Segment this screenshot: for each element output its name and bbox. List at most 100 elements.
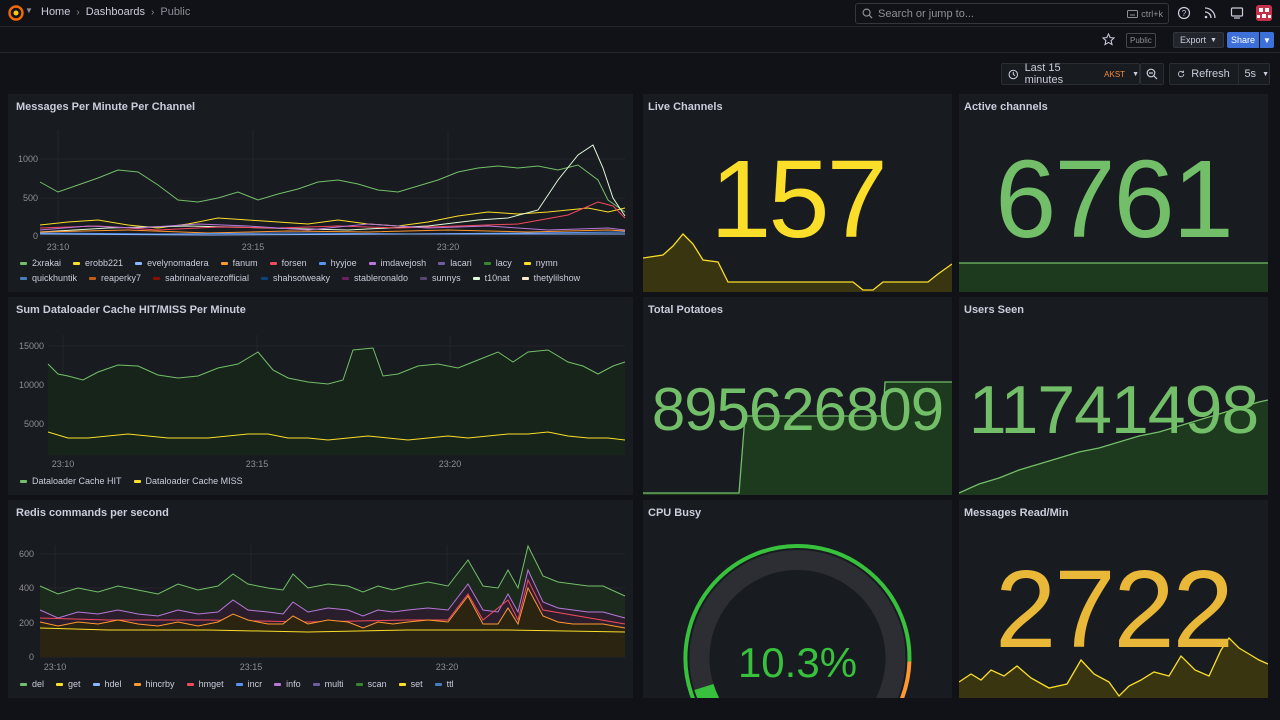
series-line — [39, 201, 626, 231]
legend-swatch — [56, 682, 64, 686]
legend-item[interactable]: get — [56, 679, 81, 689]
panel-title: Redis commands per second — [16, 507, 169, 519]
series-line — [39, 144, 626, 233]
legend-item[interactable]: set — [398, 679, 423, 689]
legend-item[interactable]: info — [274, 679, 301, 689]
export-button[interactable]: Export ▼ — [1173, 32, 1224, 48]
legend-item[interactable]: quickhuntik — [20, 273, 77, 283]
public-tag: Public — [1126, 33, 1156, 48]
legend-item[interactable]: sabrinaalvarezofficial — [153, 273, 249, 283]
series-line — [39, 233, 625, 236]
legend-item[interactable]: t10nat — [472, 273, 510, 283]
chevron-down-icon: ▼ — [1132, 70, 1139, 78]
panel-active-channels[interactable] — [959, 94, 1268, 292]
legend-label: scan — [367, 679, 387, 689]
legend-item[interactable]: sunnys — [420, 273, 461, 283]
legend-label: evelynomadera — [147, 258, 209, 268]
breadcrumb-home[interactable]: Home — [41, 6, 71, 18]
legend-label: get — [68, 679, 81, 689]
panel-title: Messages Read/Min — [964, 507, 1069, 519]
total-potatoes-sparkline — [643, 381, 952, 495]
legend-swatch — [355, 682, 363, 686]
legend-item[interactable]: nymn — [523, 258, 558, 268]
live-channels-sparkline — [643, 233, 952, 292]
legend-item[interactable]: scan — [355, 679, 387, 689]
series-line — [39, 207, 626, 229]
legend-swatch — [472, 276, 480, 280]
cpu-gauge — [683, 544, 912, 698]
legend-label: set — [410, 679, 423, 689]
x-tick: 23:15 — [240, 662, 263, 672]
legend-item[interactable]: fanum — [220, 258, 258, 268]
zoom-out-icon — [1146, 68, 1158, 80]
time-range-picker[interactable]: Last 15 minutes AKST ▼ — [1001, 62, 1140, 86]
active-channels-value: 6761 — [995, 138, 1234, 261]
legend-label: erobb221 — [85, 258, 124, 268]
top-nav-bar: ▼ Home › Dashboards › Public Search or j… — [0, 0, 1280, 27]
share-button[interactable]: Share — [1227, 32, 1259, 48]
search-icon — [862, 8, 873, 19]
zoom-out-button[interactable] — [1140, 63, 1164, 85]
menu-chevron-icon[interactable]: ▼ — [25, 6, 33, 15]
legend-item[interactable]: shahsotweaky — [260, 273, 330, 283]
legend-item[interactable]: stableronaldo — [342, 273, 408, 283]
panel-messages-per-minute[interactable] — [8, 94, 633, 292]
timezone-label: AKST — [1104, 69, 1126, 79]
cpu-busy-value: 10.3% — [737, 639, 858, 686]
x-tick: 23:10 — [52, 459, 75, 469]
legend-item[interactable]: lacari — [438, 258, 472, 268]
legend-item[interactable]: hyyjoe — [318, 258, 357, 268]
users-seen-sparkline — [959, 399, 1268, 495]
redis-chart: 600 400 200 0 23:10 23:15 23:20 — [19, 544, 626, 672]
legend-item[interactable]: Dataloader Cache HIT — [20, 476, 122, 486]
share-dropdown-icon[interactable]: ▼ — [1260, 32, 1274, 48]
legend-label: lacari — [450, 258, 472, 268]
legend-label: sunnys — [432, 273, 461, 283]
legend-item[interactable]: ttl — [434, 679, 454, 689]
legend-label: sabrinaalvarezofficial — [165, 273, 249, 283]
refresh-label: Refresh — [1191, 68, 1230, 80]
news-feed-icon[interactable] — [1203, 6, 1217, 20]
legend-swatch — [434, 682, 442, 686]
x-tick: 23:10 — [44, 662, 67, 672]
legend-swatch — [20, 479, 27, 483]
legend-item[interactable]: incr — [235, 679, 262, 689]
grafana-logo-icon[interactable] — [8, 5, 24, 21]
legend-item[interactable]: del — [20, 679, 44, 689]
clock-icon — [1008, 69, 1019, 79]
legend-item[interactable]: Dataloader Cache MISS — [133, 476, 243, 486]
refresh-interval[interactable]: 5s — [1244, 68, 1257, 80]
user-avatar[interactable] — [1256, 5, 1272, 21]
legend-item[interactable]: hincrby — [133, 679, 175, 689]
search-input[interactable]: Search or jump to... ctrl+k — [855, 3, 1169, 24]
x-tick: 23:15 — [246, 459, 269, 469]
legend-label: hdel — [104, 679, 122, 689]
messages-read-sparkline — [959, 636, 1268, 698]
legend-item[interactable]: evelynomadera — [135, 258, 209, 268]
chevron-down-icon: ▼ — [1262, 70, 1269, 78]
legend-label: t10nat — [484, 273, 510, 283]
keyboard-icon — [1127, 9, 1139, 18]
star-icon[interactable] — [1102, 33, 1115, 46]
breadcrumb-dashboards[interactable]: Dashboards — [85, 6, 146, 18]
legend-label: reaperky7 — [101, 273, 142, 283]
legend-item[interactable]: hdel — [92, 679, 122, 689]
legend-label: ttl — [446, 679, 454, 689]
legend-item[interactable]: erobb221 — [73, 258, 123, 268]
legend-item[interactable]: 2xrakai — [20, 258, 61, 268]
help-icon[interactable]: ? — [1177, 6, 1191, 20]
legend-label: 2xrakai — [32, 258, 62, 268]
kiosk-mode-icon[interactable] — [1230, 6, 1244, 20]
legend-item[interactable]: thetylilshow — [521, 273, 580, 283]
legend-item[interactable]: forsen — [269, 258, 307, 268]
legend-item[interactable]: imdavejosh — [368, 258, 426, 268]
messages-per-minute-chart: 1000 500 0 23:10 23:15 23:20 — [18, 130, 626, 252]
legend-item[interactable]: reaperky7 — [89, 273, 141, 283]
legend-item[interactable]: lacy — [483, 258, 512, 268]
legend-item[interactable]: hmget — [186, 679, 224, 689]
dataloader-chart: 15000 10000 5000 23:10 23:15 23:20 — [19, 335, 626, 469]
series-line — [39, 229, 626, 234]
legend-item[interactable]: multi — [312, 679, 344, 689]
refresh-button[interactable]: Refresh 5s ▼ — [1169, 63, 1270, 85]
x-tick: 23:20 — [436, 662, 459, 672]
